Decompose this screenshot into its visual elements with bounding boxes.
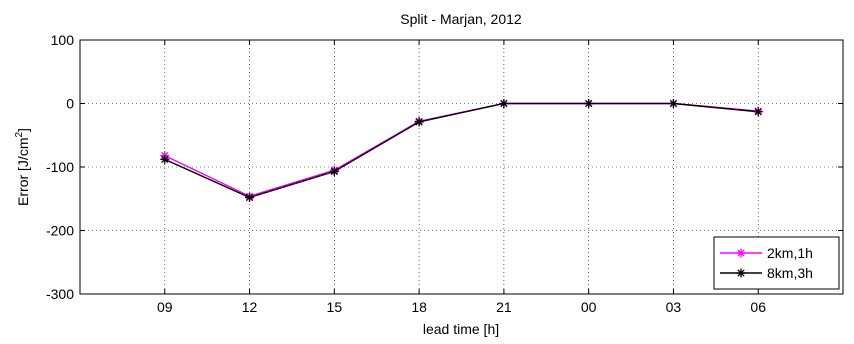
y-axis-label-suffix: ] (15, 128, 31, 132)
x-tick-label: 09 (157, 299, 173, 315)
x-tick-label: 03 (666, 299, 682, 315)
legend-entry-0: 2km,1h (720, 245, 813, 261)
axis-ticks (80, 39, 843, 295)
data-point (584, 99, 594, 108)
x-tick-label: 21 (496, 299, 512, 315)
data-point (753, 107, 763, 117)
data-point (160, 154, 170, 164)
data-point (329, 166, 339, 176)
y-tick-label: -300 (46, 286, 74, 302)
x-tick-label: 12 (242, 299, 258, 315)
legend-label: 2km,1h (767, 245, 813, 261)
legend-entry-1: 8km,3h (720, 265, 813, 281)
y-tick-label: -200 (46, 223, 74, 239)
y-tick-label: -100 (46, 159, 74, 175)
y-axis-label: Error [J/cm2] (14, 128, 31, 206)
data-point (245, 192, 255, 202)
legend: 2km,1h 8km,3h (713, 236, 840, 290)
x-axis-label: lead time [h] (423, 321, 499, 337)
series-layer (160, 99, 763, 202)
y-tick-labels: -300 -200 -100 0 100 (46, 32, 74, 302)
data-point (499, 99, 509, 108)
x-tick-label: 00 (581, 299, 597, 315)
x-tick-label: 06 (750, 299, 766, 315)
data-point (414, 117, 424, 127)
y-tick-label: 0 (66, 96, 74, 112)
series-0 (160, 99, 763, 201)
series-1 (160, 99, 763, 202)
x-tick-label: 15 (327, 299, 343, 315)
y-axis-label-main: Error [J/cm (15, 138, 31, 206)
y-tick-label: 100 (51, 32, 75, 48)
series-line (164, 102, 759, 197)
y-axis-label-superscript: 2 (14, 132, 25, 138)
legend-marker (736, 268, 746, 278)
legend-label: 8km,3h (767, 265, 813, 281)
chart-title: Split - Marjan, 2012 (400, 11, 522, 27)
data-point (668, 99, 678, 108)
x-tick-labels: 09 12 15 18 21 00 03 06 (157, 299, 766, 315)
series-line (164, 102, 759, 199)
legend-box (713, 236, 840, 290)
legend-marker (736, 248, 746, 258)
x-tick-label: 18 (411, 299, 427, 315)
